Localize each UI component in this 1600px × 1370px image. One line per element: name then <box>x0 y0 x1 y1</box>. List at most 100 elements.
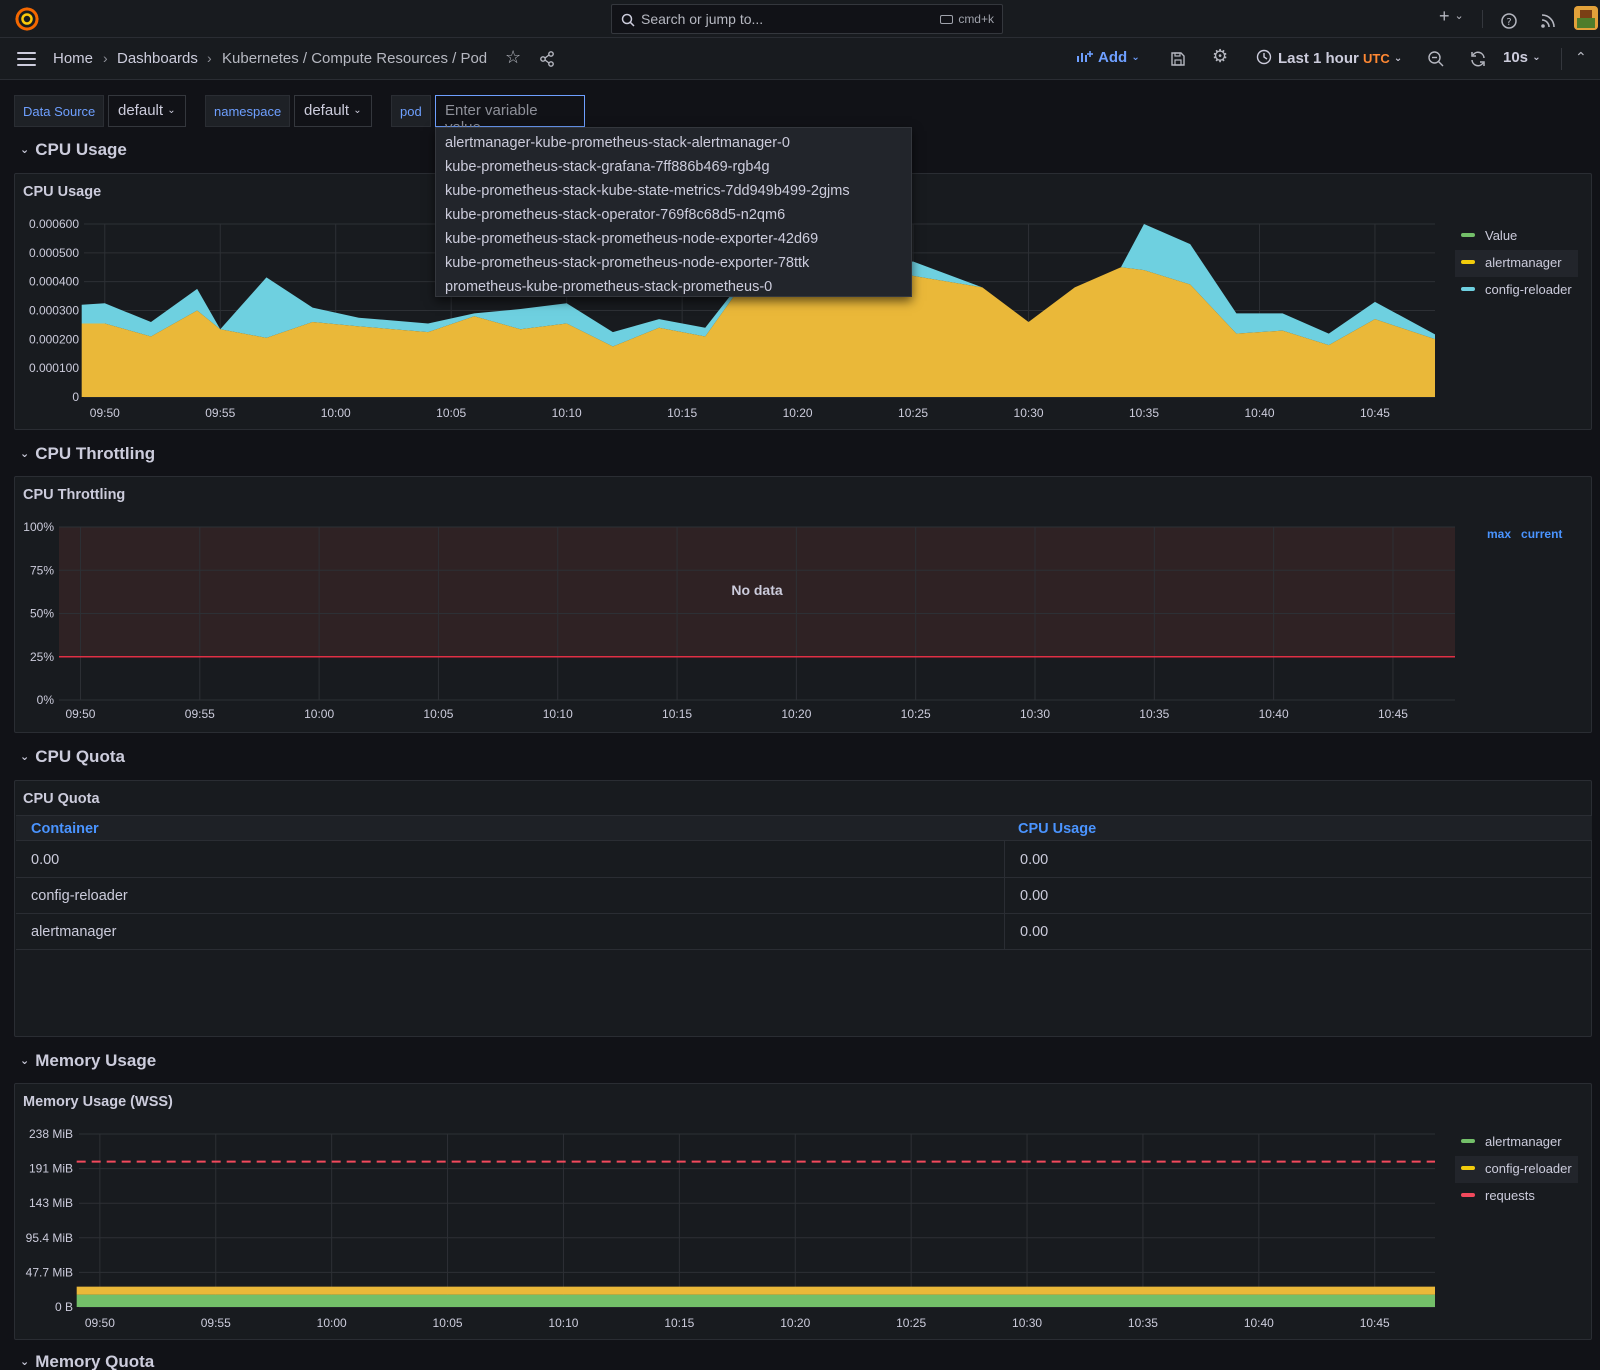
column-header-container[interactable]: Container <box>31 821 99 837</box>
chevron-down-icon: ⌄ <box>20 144 30 156</box>
gear-icon[interactable]: ⚙ <box>1212 46 1229 66</box>
panel-title: Memory Usage (WSS) <box>23 1094 173 1110</box>
x-tick-label: 10:10 <box>543 707 573 721</box>
cpu-throttling-chart: 0% 25% 50% 75% 100% 09:50 09:55 10:00 10:05 10:10… <box>23 520 1455 721</box>
star-icon[interactable]: ☆ <box>505 47 522 67</box>
add-button[interactable]: Add ⌄ <box>1076 49 1140 66</box>
series-area-alertmanager <box>81 267 1435 397</box>
save-icon[interactable] <box>1170 51 1186 67</box>
x-tick-label: 10:10 <box>548 1316 578 1330</box>
chevron-down-icon: ⌄ <box>353 105 362 116</box>
grafana-logo-icon[interactable] <box>14 6 40 32</box>
table-row: config-reloader 0.00 <box>16 878 1592 914</box>
legend-item[interactable]: config-reloader <box>1455 277 1578 304</box>
nav-bar: Home › Dashboards › Kubernetes / Compute… <box>0 38 1600 80</box>
pod-option[interactable]: kube-prometheus-stack-kube-state-metrics… <box>445 183 850 199</box>
y-tick-label: 47.7 MiB <box>26 1265 73 1279</box>
pod-option[interactable]: kube-prometheus-stack-grafana-7ff886b469… <box>445 159 770 175</box>
pod-option[interactable]: kube-prometheus-stack-prometheus-node-ex… <box>445 231 819 247</box>
y-tick-label: 0.000500 <box>29 246 79 260</box>
x-tick-label: 09:50 <box>85 1316 115 1330</box>
chevron-down-icon: ⌄ <box>1532 52 1541 63</box>
x-tick-label: 09:55 <box>205 406 235 420</box>
x-tick-label: 10:00 <box>321 406 351 420</box>
chevron-down-icon: ⌄ <box>1131 52 1140 63</box>
y-tick-label: 75% <box>30 563 54 577</box>
refresh-icon[interactable] <box>1469 50 1487 68</box>
series-area-alertmanager <box>76 1294 1435 1307</box>
pod-option[interactable]: kube-prometheus-stack-operator-769f8c68d… <box>445 207 786 223</box>
datasource-value: default <box>118 102 164 119</box>
namespace-select[interactable]: default ⌄ <box>294 95 372 127</box>
legend-item[interactable]: requests <box>1455 1183 1578 1210</box>
row-title-label: CPU Quota <box>35 747 125 766</box>
avatar-image-icon <box>1574 6 1598 30</box>
search-placeholder: Search or jump to... <box>641 11 764 27</box>
share-icon[interactable] <box>539 51 555 67</box>
row-toggle-cpu-throttling[interactable]: ⌄ CPU Throttling <box>20 444 155 464</box>
row-title-label: CPU Throttling <box>35 444 156 463</box>
variable-label-pod: pod <box>391 95 431 127</box>
breadcrumb-dashboards[interactable]: Dashboards <box>117 50 198 67</box>
refresh-interval-picker[interactable]: 10s ⌄ <box>1503 49 1541 66</box>
x-tick-label: 10:10 <box>552 406 582 420</box>
pod-options-dropdown: alertmanager-kube-prometheus-stack-alert… <box>435 127 912 297</box>
legend-header-current[interactable]: current <box>1521 527 1563 541</box>
x-tick-label: 10:35 <box>1139 707 1169 721</box>
search-box[interactable]: Search or jump to... cmd+k <box>611 4 1003 34</box>
help-icon[interactable]: ? <box>1500 10 1518 32</box>
y-tick-label: 0.000200 <box>29 332 79 346</box>
news-rss-icon[interactable] <box>1539 10 1557 32</box>
y-tick-label: 143 MiB <box>29 1196 73 1210</box>
legend-label: requests <box>1485 1188 1535 1203</box>
memory-usage-chart: 0 B 47.7 MiB 95.4 MiB 143 MiB 191 MiB 238 MiB… <box>26 1127 1435 1330</box>
legend-item[interactable]: Value <box>1455 223 1578 250</box>
panel-title: CPU Quota <box>23 791 100 807</box>
zoom-out-icon[interactable] <box>1427 50 1445 68</box>
chevron-down-icon: ⌄ <box>1393 53 1403 64</box>
legend-header-max[interactable]: max <box>1487 527 1512 541</box>
x-tick-label: 10:40 <box>1259 707 1289 721</box>
x-tick-label: 10:35 <box>1129 406 1159 420</box>
add-button-label: Add <box>1098 49 1128 66</box>
x-tick-label: 10:30 <box>1014 406 1044 420</box>
pod-option[interactable]: alertmanager-kube-prometheus-stack-alert… <box>445 135 790 151</box>
datasource-select[interactable]: default ⌄ <box>108 95 186 127</box>
panel-title: CPU Throttling <box>23 487 126 503</box>
add-panel-icon <box>1077 51 1093 62</box>
below-threshold-region <box>59 656 1455 700</box>
pod-option[interactable]: prometheus-kube-prometheus-stack-prometh… <box>445 279 773 295</box>
chevron-down-icon: ⌄ <box>1454 10 1464 22</box>
row-toggle-cpu-quota[interactable]: ⌄ CPU Quota <box>20 747 125 767</box>
row-toggle-memory-usage[interactable]: ⌄ Memory Usage <box>20 1051 156 1071</box>
x-tick-label: 10:20 <box>781 707 811 721</box>
plus-icon: + <box>1439 6 1450 26</box>
new-plus-button[interactable]: + ⌄ <box>1439 6 1464 28</box>
legend-label: config-reloader <box>1485 1161 1572 1176</box>
row-toggle-memory-quota[interactable]: ⌄ Memory Quota <box>20 1352 154 1370</box>
y-tick-label: 50% <box>30 607 54 621</box>
x-tick-label: 10:30 <box>1012 1316 1042 1330</box>
pod-variable-input[interactable]: Enter variable value <box>435 95 585 136</box>
breadcrumb-home[interactable]: Home <box>53 50 94 67</box>
legend-item[interactable]: alertmanager <box>1455 1129 1578 1156</box>
legend-swatch <box>1461 1139 1475 1143</box>
time-range-picker[interactable]: Last 1 hour UTC ⌄ <box>1256 49 1402 67</box>
table-row: 0.00 0.00 <box>16 842 1592 878</box>
pod-option[interactable]: kube-prometheus-stack-prometheus-node-ex… <box>445 255 810 271</box>
menu-icon[interactable] <box>17 52 36 66</box>
collapse-up-icon[interactable]: ⌃ <box>1575 49 1587 65</box>
x-tick-label: 10:25 <box>898 406 928 420</box>
column-header-cpu-usage[interactable]: CPU Usage <box>1018 821 1097 837</box>
series-area-config-reloader <box>76 1286 1435 1295</box>
chart-legend: alertmanager config-reloader requests <box>1455 1129 1578 1210</box>
x-tick-label: 10:15 <box>662 707 692 721</box>
legend-item[interactable]: alertmanager <box>1455 250 1578 277</box>
breadcrumb-current-dashboard: Kubernetes / Compute Resources / Pod <box>222 50 488 67</box>
legend-item[interactable]: config-reloader <box>1455 1156 1578 1183</box>
x-tick-label: 10:45 <box>1360 406 1390 420</box>
legend-swatch <box>1461 1166 1475 1170</box>
row-toggle-cpu-usage[interactable]: ⌄ CPU Usage <box>20 140 127 160</box>
table-cell: 0.00 <box>1020 888 1049 904</box>
user-avatar[interactable] <box>1574 6 1598 30</box>
